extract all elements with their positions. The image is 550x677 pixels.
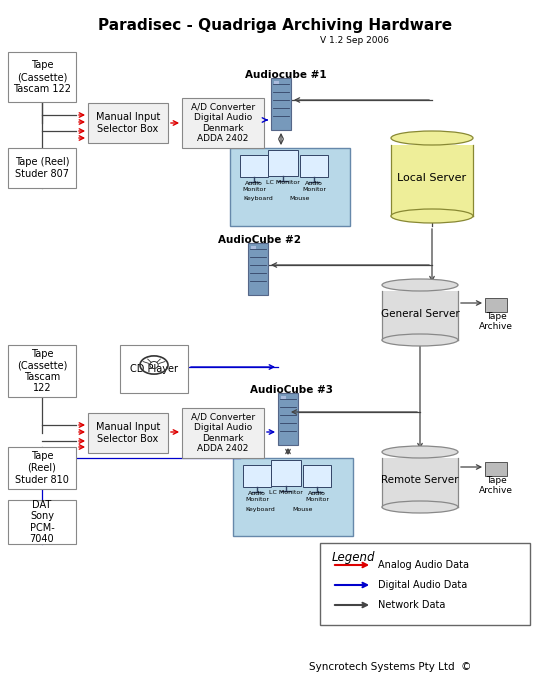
Text: AudioCube #3: AudioCube #3 xyxy=(250,385,333,395)
Text: Tape
Archive: Tape Archive xyxy=(479,312,513,332)
Text: Analog Audio Data: Analog Audio Data xyxy=(378,560,469,570)
Text: Tape
(Cassette)
Tascam
122: Tape (Cassette) Tascam 122 xyxy=(17,349,67,393)
Text: Tape
(Reel)
Studer 810: Tape (Reel) Studer 810 xyxy=(15,452,69,485)
Text: Audio
Monitor: Audio Monitor xyxy=(302,181,326,192)
Ellipse shape xyxy=(391,131,473,145)
Bar xyxy=(382,291,458,340)
Text: A/D Converter
Digital Audio
Denmark
ADDA 2402: A/D Converter Digital Audio Denmark ADDA… xyxy=(191,413,255,453)
Bar xyxy=(391,145,473,216)
Text: A/D Converter
Digital Audio
Denmark
ADDA 2402: A/D Converter Digital Audio Denmark ADDA… xyxy=(191,103,255,143)
Text: V 1.2 Sep 2006: V 1.2 Sep 2006 xyxy=(321,36,389,45)
Bar xyxy=(8,148,76,188)
Bar xyxy=(8,52,76,102)
Ellipse shape xyxy=(382,334,458,346)
Text: Manual Input
Selector Box: Manual Input Selector Box xyxy=(96,112,160,134)
Ellipse shape xyxy=(382,279,458,291)
Bar xyxy=(8,500,76,544)
Text: Audio
Monitor: Audio Monitor xyxy=(242,181,266,192)
Text: Paradisec - Quadriga Archiving Hardware: Paradisec - Quadriga Archiving Hardware xyxy=(98,18,452,33)
Bar xyxy=(8,345,76,397)
Bar xyxy=(382,458,458,507)
Bar xyxy=(230,148,350,226)
Text: Network Data: Network Data xyxy=(378,600,446,610)
Text: Tape (Reel)
Studer 807: Tape (Reel) Studer 807 xyxy=(15,157,69,179)
Text: Remote Server: Remote Server xyxy=(381,475,459,485)
Ellipse shape xyxy=(382,501,458,513)
Text: Manual Input
Selector Box: Manual Input Selector Box xyxy=(96,422,160,444)
Bar xyxy=(278,393,298,445)
Text: DAT
Sony
PCM-
7040: DAT Sony PCM- 7040 xyxy=(30,500,54,544)
Bar xyxy=(320,543,530,625)
Text: Mouse: Mouse xyxy=(293,507,313,512)
Text: Syncrotech Systems Pty Ltd  ©: Syncrotech Systems Pty Ltd © xyxy=(309,662,471,672)
Bar xyxy=(485,298,507,312)
Bar xyxy=(120,345,188,393)
Bar xyxy=(182,408,264,458)
Text: Audio
Monitor: Audio Monitor xyxy=(305,491,329,502)
Bar xyxy=(251,246,256,249)
Text: Keyboard: Keyboard xyxy=(245,507,275,512)
Text: Audiocube #1: Audiocube #1 xyxy=(245,70,327,80)
Text: General Server: General Server xyxy=(381,309,459,319)
Bar xyxy=(243,465,271,487)
Bar xyxy=(233,458,353,536)
Bar xyxy=(268,150,298,176)
Bar xyxy=(8,447,76,489)
Text: Audio
Monitor: Audio Monitor xyxy=(245,491,269,502)
Bar xyxy=(274,81,279,84)
Text: CD Player: CD Player xyxy=(130,364,178,374)
Bar xyxy=(485,462,507,476)
Text: Mouse: Mouse xyxy=(290,196,310,201)
Ellipse shape xyxy=(382,446,458,458)
Bar xyxy=(248,243,268,295)
Text: Local Server: Local Server xyxy=(398,173,466,183)
Bar xyxy=(271,78,291,130)
Bar xyxy=(300,155,328,177)
Ellipse shape xyxy=(391,209,473,223)
Bar xyxy=(303,465,331,487)
Text: LC Monitor: LC Monitor xyxy=(269,490,303,495)
Bar xyxy=(88,103,168,143)
Text: LC Monitor: LC Monitor xyxy=(266,180,300,185)
Text: Legend: Legend xyxy=(332,551,376,564)
Bar xyxy=(240,155,268,177)
Bar xyxy=(88,413,168,453)
Text: Tape
Archive: Tape Archive xyxy=(479,476,513,496)
Bar xyxy=(182,98,264,148)
Text: Keyboard: Keyboard xyxy=(243,196,273,201)
Text: AudioCube #2: AudioCube #2 xyxy=(218,235,301,245)
Bar xyxy=(281,396,286,399)
Text: Digital Audio Data: Digital Audio Data xyxy=(378,580,468,590)
Bar xyxy=(271,460,301,486)
Text: Tape
(Cassette)
Tascam 122: Tape (Cassette) Tascam 122 xyxy=(13,60,71,93)
